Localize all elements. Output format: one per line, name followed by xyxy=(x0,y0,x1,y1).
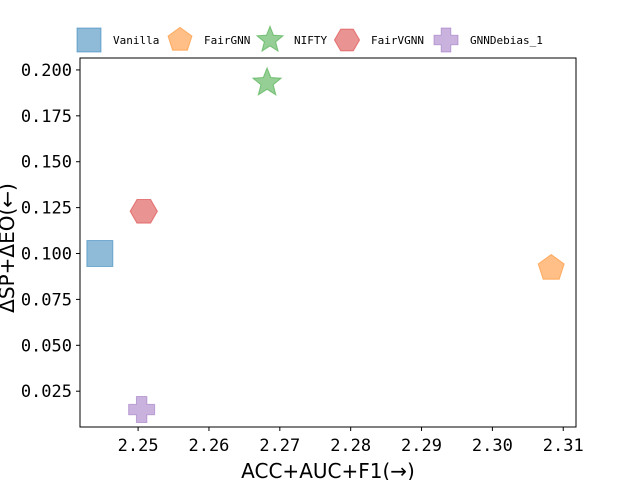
x-tick-label: 2.30 xyxy=(472,436,513,456)
x-tick-label: 2.31 xyxy=(543,436,584,456)
y-tick-label: 0.200 xyxy=(21,61,72,81)
x-tick-label: 2.27 xyxy=(259,436,300,456)
y-tick-label: 0.075 xyxy=(21,290,72,310)
legend-label: FairVGNN xyxy=(371,34,424,47)
y-axis: 0.025 0.050 0.075 0.100 0.125 0.150 0.175 0.200 xyxy=(21,61,80,402)
y-tick-label: 0.150 xyxy=(21,153,72,173)
y-tick-label: 0.100 xyxy=(21,245,72,265)
y-tick-label: 0.125 xyxy=(21,199,72,219)
legend-marker-fairvgnn xyxy=(333,28,361,52)
y-axis-title: ΔSP+ΔEO(←) xyxy=(0,183,19,313)
y-tick-label: 0.050 xyxy=(21,336,72,356)
data-point-gnndebias_1 xyxy=(128,396,156,424)
legend-marker-vanilla xyxy=(76,27,102,53)
x-tick-label: 2.26 xyxy=(188,436,229,456)
data-point-vanilla xyxy=(86,240,114,268)
x-tick-label: 2.25 xyxy=(118,436,159,456)
x-axis: 2.25 2.26 2.27 2.28 2.29 2.30 2.31 xyxy=(118,427,584,456)
data-point-fairgnn xyxy=(537,253,565,280)
legend-label: GNNDebias_1 xyxy=(470,34,543,47)
y-tick-label: 0.175 xyxy=(21,107,72,127)
x-axis-title: ACC+AUC+F1(→) xyxy=(241,459,415,480)
plot-area xyxy=(79,57,577,428)
x-tick-label: 2.29 xyxy=(401,436,442,456)
legend-label: NIFTY xyxy=(294,34,327,47)
legend: Vanilla FairGNN NIFTY FairVGNN GNNDebias_1 xyxy=(76,24,543,53)
legend-label: Vanilla xyxy=(113,34,159,47)
y-tick-label: 0.025 xyxy=(21,382,72,402)
legend-marker-nifty xyxy=(255,24,285,53)
legend-label: FairGNN xyxy=(204,34,250,47)
legend-marker-fairgnn xyxy=(167,26,193,51)
data-point-fairvgnn xyxy=(129,198,158,224)
data-markers xyxy=(86,66,565,424)
legend-marker-gnndebias_1 xyxy=(433,27,459,53)
x-tick-label: 2.28 xyxy=(330,436,371,456)
data-point-nifty xyxy=(251,66,283,96)
